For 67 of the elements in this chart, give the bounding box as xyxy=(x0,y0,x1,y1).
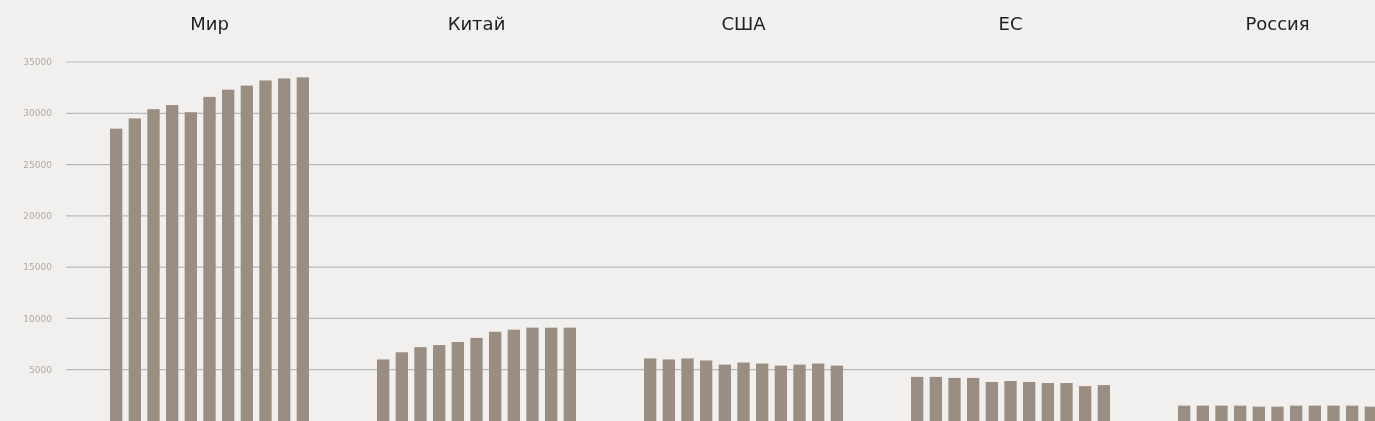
bar xyxy=(1327,405,1340,421)
bar xyxy=(1234,405,1247,421)
y-tick-label: 5000 xyxy=(29,364,53,375)
bar xyxy=(774,365,787,421)
bar xyxy=(1060,383,1073,421)
bar xyxy=(166,105,179,421)
bar xyxy=(259,80,272,421)
bar xyxy=(1252,406,1265,421)
bar xyxy=(929,376,942,421)
bar xyxy=(1271,406,1284,421)
bar xyxy=(296,77,309,421)
y-tick-label: 15000 xyxy=(23,262,53,273)
bar xyxy=(1097,385,1110,421)
bar xyxy=(1215,405,1228,421)
bar xyxy=(470,337,483,421)
bar xyxy=(414,347,427,421)
bar xyxy=(110,128,123,421)
bar xyxy=(911,376,924,421)
bar xyxy=(128,118,141,421)
bar xyxy=(1079,386,1092,421)
bar xyxy=(830,365,843,421)
x-tick-label: ЕС xyxy=(998,13,1023,34)
bar xyxy=(147,109,160,421)
y-tick-label: 25000 xyxy=(23,159,53,170)
bar xyxy=(1290,405,1303,421)
bar xyxy=(948,377,961,421)
bar xyxy=(1196,405,1209,421)
bar xyxy=(662,359,675,421)
bar xyxy=(507,329,520,421)
bar xyxy=(222,89,235,421)
bar xyxy=(1041,383,1054,421)
bar xyxy=(240,85,253,421)
bar xyxy=(451,342,464,421)
x-tick-label: Китай xyxy=(447,13,506,34)
bar xyxy=(1346,405,1359,421)
x-tick-label: США xyxy=(721,13,767,34)
bar xyxy=(1178,405,1191,421)
bar xyxy=(1364,406,1375,421)
bar xyxy=(967,377,980,421)
x-tick-label: Мир xyxy=(190,13,229,34)
bar xyxy=(985,382,998,421)
bar xyxy=(433,345,446,421)
bar xyxy=(1308,405,1321,421)
bar xyxy=(203,96,216,421)
bar xyxy=(377,359,390,421)
bar xyxy=(812,363,825,421)
bar xyxy=(545,327,558,421)
bar xyxy=(681,358,694,421)
bar xyxy=(395,352,408,421)
bar xyxy=(563,327,576,421)
x-tick-label: Россия xyxy=(1245,13,1310,34)
bar xyxy=(489,331,502,421)
y-tick-label: 20000 xyxy=(23,211,53,222)
y-tick-label: 10000 xyxy=(23,313,53,324)
bar xyxy=(737,362,750,421)
bar xyxy=(718,364,731,421)
bar xyxy=(793,364,806,421)
bar xyxy=(1004,381,1017,421)
bar xyxy=(756,363,769,421)
bar xyxy=(526,327,539,421)
bar xyxy=(184,112,197,421)
bar xyxy=(700,360,713,421)
bar xyxy=(278,78,291,421)
bar xyxy=(644,358,657,421)
y-tick-label: 30000 xyxy=(23,108,53,119)
bar xyxy=(1023,382,1036,421)
y-tick-label: 35000 xyxy=(23,57,53,68)
